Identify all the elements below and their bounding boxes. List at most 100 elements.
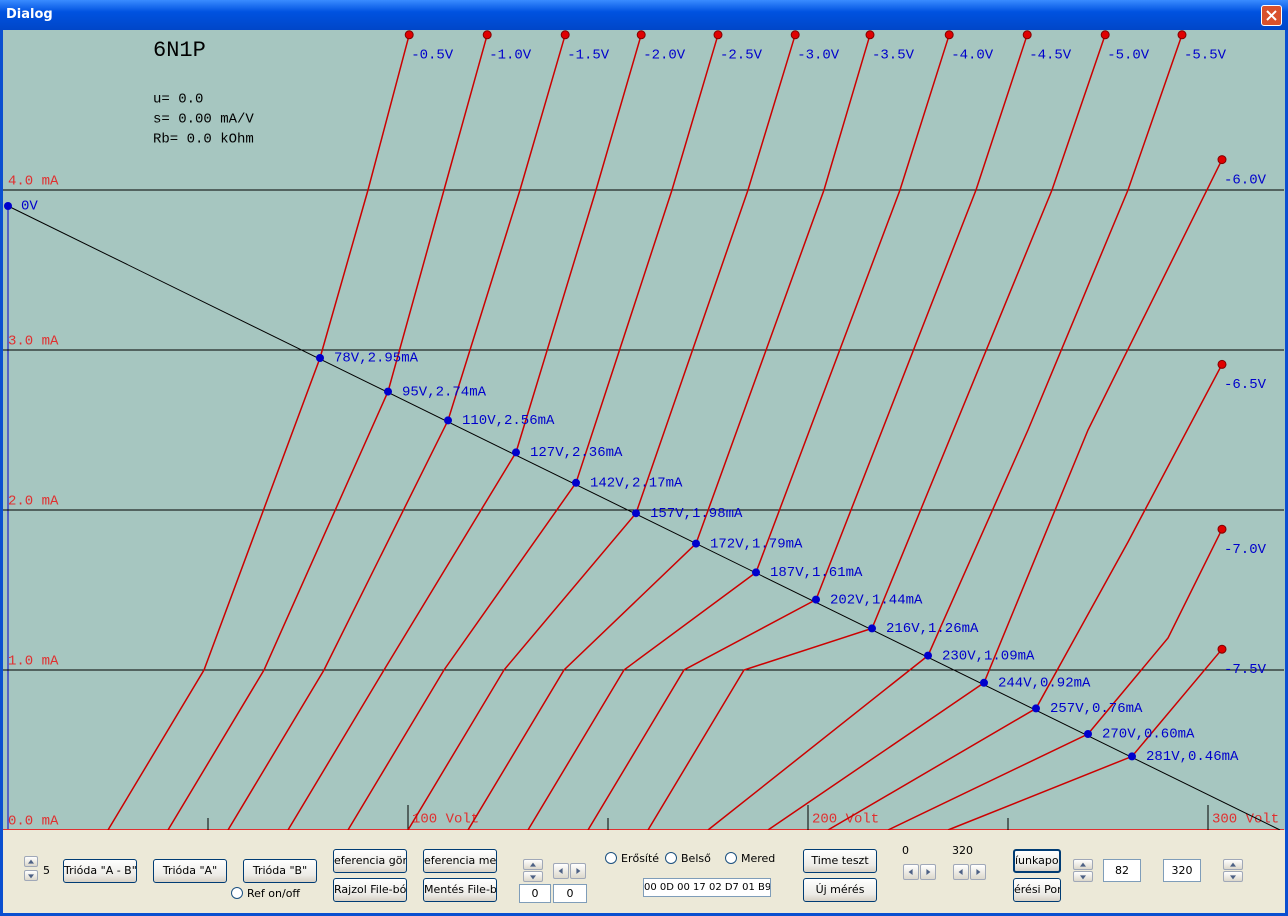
range-min-label: 0 [902, 844, 909, 857]
draw-file-button[interactable]: Rajzol File-ból [333, 878, 407, 902]
curve-label: -2.0V [643, 48, 686, 64]
curve-label: -4.5V [1029, 48, 1072, 64]
point-label: 187V,1.61mA [770, 565, 863, 581]
curve-end-dot [636, 30, 646, 40]
point-label: 230V,1.09mA [942, 648, 1035, 664]
work-point-button[interactable]: íunkapon [1013, 849, 1061, 873]
y-tick-label: 0.0 mA [8, 814, 59, 830]
hex-field[interactable]: 00 0D 00 17 02 D7 01 B9 [643, 878, 771, 897]
info-line: u= 0.0 [153, 92, 203, 108]
ref-curve-button[interactable]: eferencia görb [333, 849, 407, 873]
operating-point [868, 624, 876, 633]
spin-up[interactable] [1223, 859, 1243, 870]
curve-label: -5.0V [1107, 48, 1150, 64]
radio-label: Merede [741, 852, 775, 865]
arrow-left[interactable] [553, 863, 569, 879]
operating-point [1128, 752, 1136, 761]
curve-label: -3.5V [872, 48, 915, 64]
arrow-right[interactable] [570, 863, 586, 879]
point-label: 257V,0.76mA [1050, 701, 1143, 717]
spin-up[interactable] [1073, 859, 1093, 870]
curve-label: -7.5V [1224, 662, 1267, 678]
x-tick-label: 300 Volt [1212, 812, 1279, 828]
edit-box[interactable]: 320 [1163, 859, 1201, 882]
load-line-label: 0V [21, 199, 38, 215]
save-file-button[interactable]: Mentés File-ba [423, 878, 497, 902]
time-test-button[interactable]: Time teszt [803, 849, 877, 873]
spin-down[interactable] [1073, 871, 1093, 882]
trioda-ab-button[interactable]: Trióda "A - B" [63, 859, 137, 883]
window-title: Dialog [6, 7, 53, 22]
point-label: 216V,1.26mA [886, 621, 979, 637]
point-label: 202V,1.44mA [830, 592, 923, 608]
operating-point [980, 678, 988, 687]
arrow-left[interactable] [953, 864, 969, 880]
radio-label: Ref on/off [247, 887, 301, 900]
edit-box[interactable]: 0 [519, 884, 551, 903]
y-tick-label: 2.0 mA [8, 494, 59, 510]
control-panel: 5 Trióda "A - B" Trióda "A" Trióda "B" R… [3, 830, 1285, 913]
operating-point [316, 354, 324, 362]
point-label: 127V,2.36mA [530, 445, 623, 461]
curve-label: -7.0V [1224, 542, 1267, 558]
operating-point [444, 416, 452, 425]
operating-point [752, 568, 760, 577]
curve-label: -2.5V [720, 48, 763, 64]
point-label: 281V,0.46mA [1146, 749, 1239, 765]
trioda-b-button[interactable]: Trióda "B" [243, 859, 317, 883]
arrow-left[interactable] [903, 864, 919, 880]
operating-point [1084, 730, 1092, 738]
title-bar: Dialog [0, 0, 1288, 30]
curve-end-dot [404, 30, 414, 40]
curve-end-dot [713, 30, 723, 40]
load-line [7, 205, 1281, 831]
edit-box[interactable]: 82 [1103, 859, 1141, 882]
operating-point [812, 595, 820, 604]
curve-label: -5.5V [1184, 48, 1227, 64]
radio-label: Erősíté [621, 852, 660, 865]
info-line: s= 0.00 mA/V [153, 112, 254, 128]
info-line: Rb= 0.0 kOhm [153, 132, 254, 148]
curve-end-dot [944, 30, 954, 40]
point-label: 172V,1.79mA [710, 536, 803, 552]
point-label: 270V,0.60mA [1102, 727, 1195, 743]
arrow-right[interactable] [920, 864, 936, 880]
y-tick-label: 3.0 mA [8, 334, 59, 350]
spin-up[interactable] [523, 859, 543, 870]
operating-point [572, 478, 580, 487]
gain-radio[interactable]: Erősíté [605, 852, 659, 866]
trioda-a-button[interactable]: Trióda "A" [153, 859, 227, 883]
point-label: 95V,2.74mA [402, 384, 487, 400]
curve-label: -1.5V [567, 48, 610, 64]
y-tick-label: 1.0 mA [8, 654, 59, 670]
curve-label: -6.0V [1224, 172, 1267, 188]
plate-curve [707, 34, 1183, 831]
close-button[interactable] [1261, 5, 1282, 26]
curve-end-dot [1100, 30, 1110, 40]
plate-curve [827, 364, 1223, 831]
ref-onoff-radio[interactable]: Ref on/off [231, 887, 300, 901]
curve-label: -3.0V [797, 48, 840, 64]
new-measure-button[interactable]: Új mérés [803, 878, 877, 902]
arrow-right[interactable] [970, 864, 986, 880]
spin-up[interactable] [24, 856, 38, 867]
edit-box[interactable]: 0 [553, 884, 587, 903]
ref-save-button[interactable]: eferencia ment [423, 849, 497, 873]
curve-label: -0.5V [411, 48, 454, 64]
measure-point-button[interactable]: érési Pont [1013, 878, 1061, 902]
spin-down[interactable] [523, 871, 543, 882]
spin-down[interactable] [1223, 871, 1243, 882]
curve-end-dot [482, 30, 492, 40]
operating-point [384, 387, 392, 396]
internal-radio[interactable]: Belső e [665, 852, 713, 866]
counter-label: 5 [43, 864, 50, 877]
operating-point [632, 509, 640, 518]
tube-name: 6N1P [153, 38, 206, 63]
curve-end-dot [1217, 359, 1227, 369]
curve-label: -4.0V [951, 48, 994, 64]
slope-radio[interactable]: Merede [725, 852, 775, 866]
spin-down[interactable] [24, 870, 38, 881]
curve-label: -6.5V [1224, 377, 1267, 393]
operating-point [1032, 704, 1040, 713]
